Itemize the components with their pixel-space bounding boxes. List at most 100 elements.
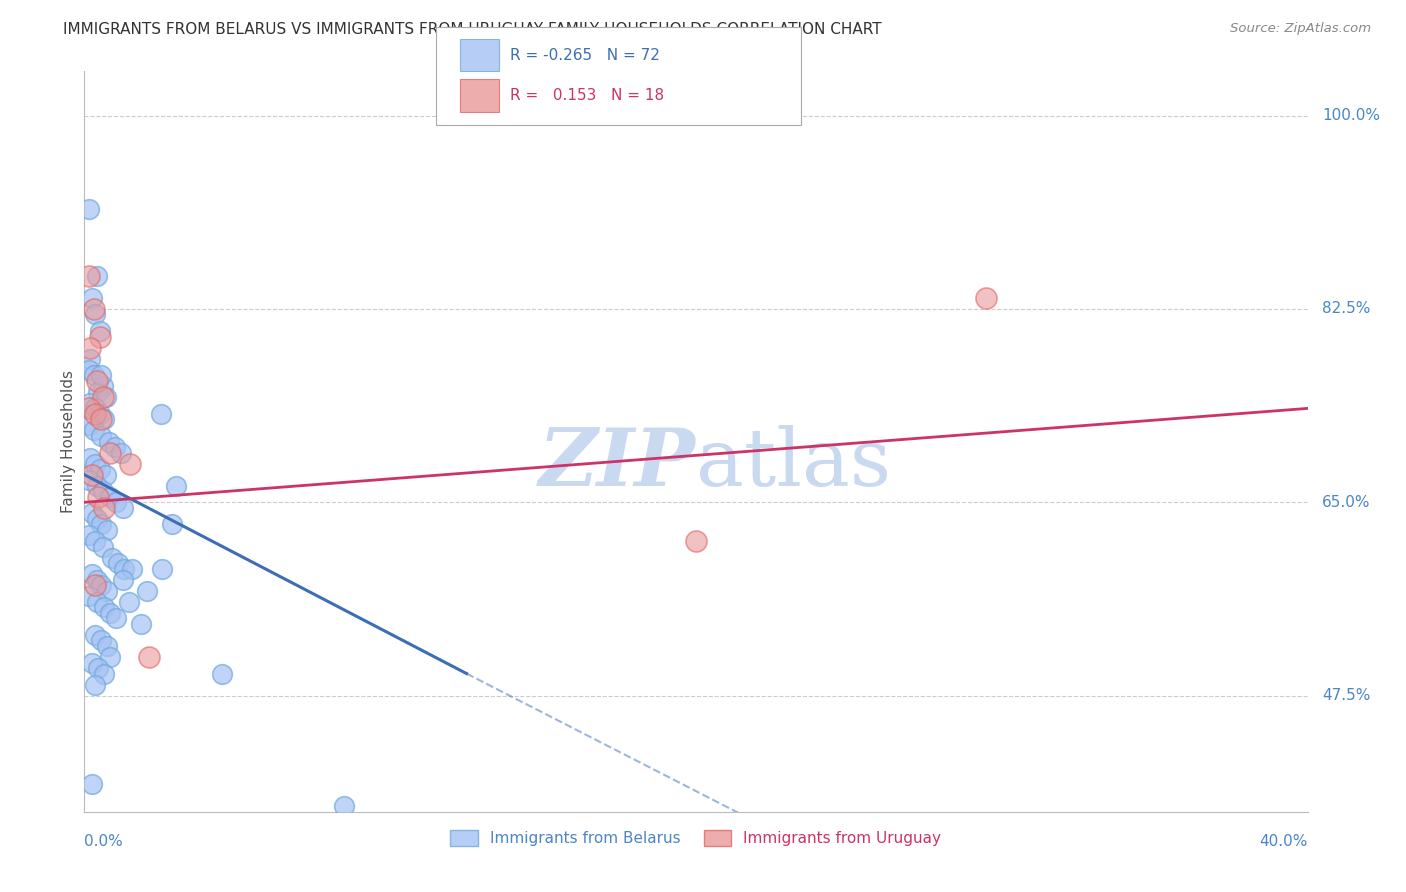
Text: IMMIGRANTS FROM BELARUS VS IMMIGRANTS FROM URUGUAY FAMILY HOUSEHOLDS CORRELATION: IMMIGRANTS FROM BELARUS VS IMMIGRANTS FR… [63,22,882,37]
Point [83,368,105,383]
Point [80,656,103,670]
Legend: Immigrants from Belarus, Immigrants from Uruguay: Immigrants from Belarus, Immigrants from… [444,824,948,852]
Point [96,639,118,653]
Point [105,495,128,509]
Point [105,611,128,625]
Text: 47.5%: 47.5% [1322,689,1371,703]
Point [129,616,152,631]
Point [89,329,111,343]
Point [87,384,110,399]
Point [98,445,121,459]
Text: 65.0%: 65.0% [1322,495,1371,510]
Point [77,528,100,542]
Point [84,678,107,692]
Point [165,479,187,493]
Point [79,396,101,410]
Point [91,390,114,404]
Point [77,401,100,416]
Text: ZIP: ZIP [538,425,696,502]
Text: atlas: atlas [696,425,891,503]
Point [84,401,107,416]
Point [101,550,124,565]
Point [120,457,142,471]
Point [91,379,114,393]
Point [138,650,160,665]
Point [96,523,118,537]
Point [79,451,101,466]
Point [91,484,114,499]
Point [94,390,117,404]
Point [121,561,143,575]
Point [77,417,100,432]
Point [89,462,111,476]
Point [104,440,127,454]
Point [77,473,100,487]
Point [77,362,100,376]
Point [685,533,707,548]
Point [83,301,105,316]
Point [86,374,108,388]
Text: 0.0%: 0.0% [84,834,124,849]
Point [90,368,112,383]
Point [93,666,115,681]
Point [91,540,114,554]
Point [90,412,112,426]
Point [98,650,121,665]
Point [97,434,120,449]
Point [333,799,356,814]
Point [80,291,103,305]
Text: R = -0.265   N = 72: R = -0.265 N = 72 [510,48,661,62]
Point [77,589,100,603]
Y-axis label: Family Households: Family Households [60,370,76,513]
Point [136,583,159,598]
Point [77,202,100,217]
Point [86,512,108,526]
Point [90,517,112,532]
Point [111,500,134,515]
Text: 82.5%: 82.5% [1322,301,1371,317]
Point [89,407,111,421]
Point [93,500,115,515]
Point [84,457,107,471]
Point [90,578,112,592]
Point [94,467,117,482]
Point [110,445,132,459]
Point [90,633,112,648]
Point [86,268,108,283]
Point [976,291,998,305]
Point [160,517,183,532]
Point [77,268,100,283]
Point [84,407,107,421]
Point [84,308,107,322]
Point [86,595,108,609]
Text: 40.0%: 40.0% [1260,834,1308,849]
Point [80,467,103,482]
Point [89,324,111,338]
Text: Source: ZipAtlas.com: Source: ZipAtlas.com [1230,22,1371,36]
Point [96,583,118,598]
Point [98,606,121,620]
Point [80,567,103,582]
Point [93,600,115,615]
Text: 100.0%: 100.0% [1322,108,1381,123]
Text: R =   0.153   N = 18: R = 0.153 N = 18 [510,88,665,103]
Point [118,595,141,609]
Point [84,628,107,642]
Point [112,561,135,575]
Point [86,573,108,587]
Point [111,573,134,587]
Point [93,412,115,426]
Point [79,341,101,355]
Point [79,351,101,366]
Point [86,479,108,493]
Point [149,407,172,421]
Point [84,578,107,592]
Point [87,661,110,675]
Point [80,777,103,791]
Point [83,424,105,438]
Point [98,490,121,504]
Point [80,507,103,521]
Point [107,556,129,570]
Point [150,561,173,575]
Point [90,429,112,443]
